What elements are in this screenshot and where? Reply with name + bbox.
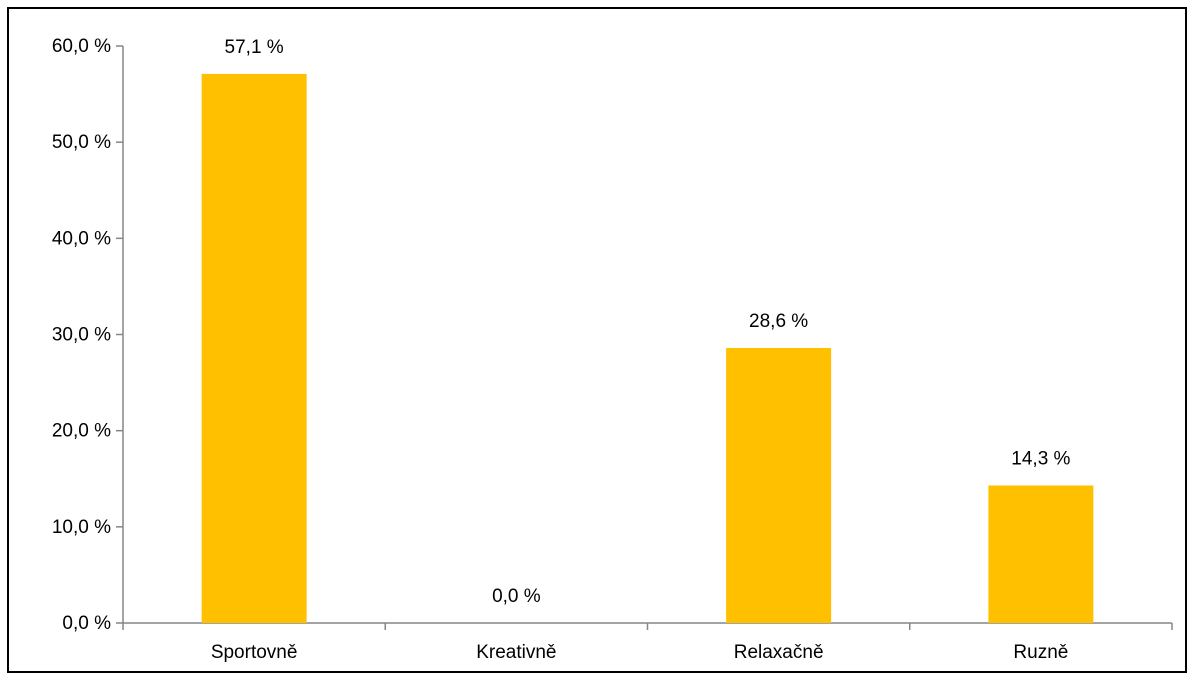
data-label: 28,6 % — [749, 311, 808, 332]
y-axis: 0,0 % 10,0 % 20,0 % 30,0 % 40,0 % 50,0 % 60,0 … — [52, 36, 124, 634]
y-tick-label: 40,0 % — [52, 228, 111, 249]
y-tick-label: 60,0 % — [52, 36, 111, 57]
y-tick-label: 10,0 % — [52, 517, 111, 538]
y-tick-label: 0,0 % — [62, 613, 111, 634]
y-tick-label: 50,0 % — [52, 132, 111, 153]
y-tick-label: 20,0 % — [52, 421, 111, 442]
bar-0 — [201, 73, 307, 624]
x-tick-label: Kreativně — [476, 642, 556, 663]
bars — [201, 73, 1094, 624]
data-label: 57,1 % — [225, 37, 284, 58]
data-label: 0,0 % — [492, 586, 541, 607]
x-tick-label: Sportovně — [211, 642, 298, 663]
x-tick-label: Ruzně — [1013, 642, 1068, 663]
bar-3 — [988, 485, 1094, 623]
y-tick-label: 30,0 % — [52, 325, 111, 346]
x-tick-label: Relaxačně — [734, 642, 824, 663]
data-label: 14,3 % — [1011, 448, 1070, 469]
data-labels: 57,1 % 0,0 % 28,6 % 14,3 % — [225, 37, 1071, 607]
x-axis: Sportovně Kreativně Relaxačně Ruzně — [122, 622, 1173, 663]
bar-2 — [726, 347, 832, 623]
